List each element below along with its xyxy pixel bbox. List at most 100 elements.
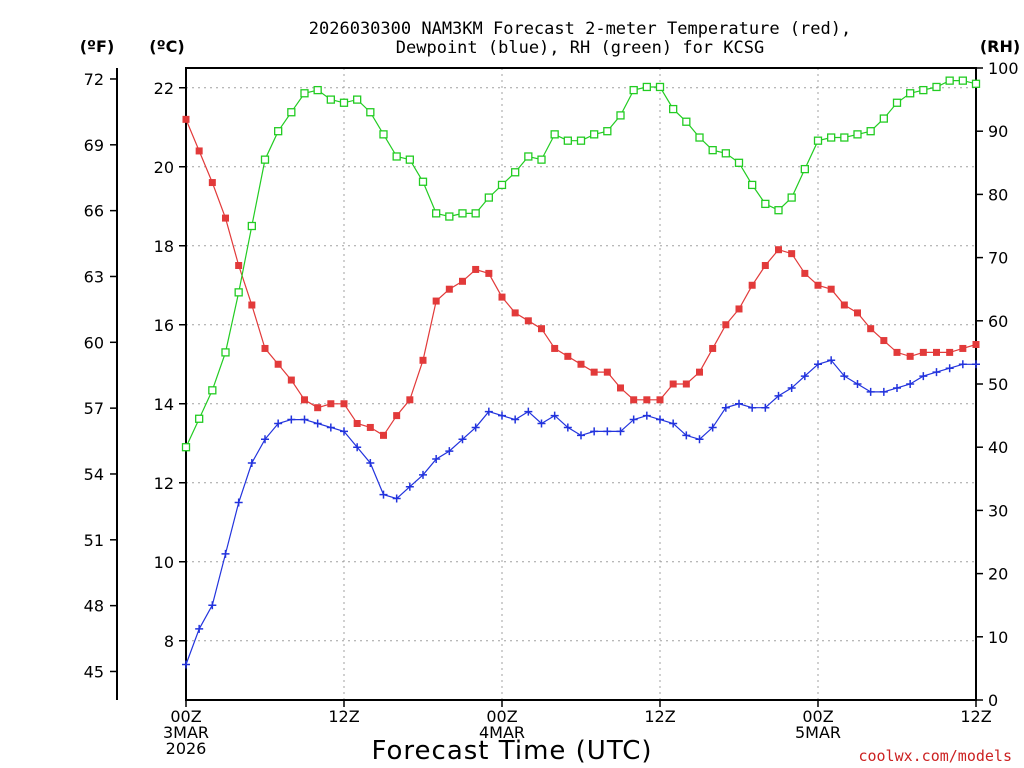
temperature-point — [669, 380, 677, 388]
dewpoint-point — [827, 356, 836, 365]
rh-axis-ticks: 0 10 20 30 40 50 60 70 80 90 100 — [976, 59, 1019, 710]
dewpoint-point — [405, 482, 414, 491]
f-tick-label: 51 — [84, 531, 104, 550]
temperature-point — [643, 396, 651, 404]
rh-point — [958, 76, 967, 85]
temperature-point — [551, 344, 559, 352]
rh-point — [787, 193, 796, 202]
x-tick-label: 2026 — [166, 739, 207, 758]
dewpoint-point — [695, 435, 704, 444]
rh-point — [497, 180, 507, 190]
dewpoint-point — [524, 407, 533, 416]
c-tick-label: 12 — [154, 474, 174, 493]
temperature-point — [630, 396, 638, 404]
rh-point — [313, 85, 322, 95]
rh-point — [629, 85, 638, 95]
rh-point — [274, 127, 283, 136]
rh-point — [353, 95, 362, 104]
rh-point — [774, 206, 783, 215]
temperature-point — [419, 356, 427, 364]
dewpoint-point — [774, 391, 783, 400]
rh-point — [524, 152, 533, 161]
celsius-axis-ticks: 8 10 12 14 16 18 20 22 — [154, 79, 186, 651]
temperature-point — [682, 380, 690, 388]
rh-point — [260, 155, 270, 164]
temperature-point — [222, 214, 229, 222]
temperature-point — [380, 431, 387, 439]
temperature-point — [498, 293, 506, 301]
rh-point — [537, 155, 546, 164]
rh-point — [827, 133, 836, 142]
temperature-point — [906, 352, 914, 360]
fahrenheit-axis-ticks: 45 48 51 54 57 60 63 66 69 72 — [84, 70, 117, 681]
x-tick-label: 00Z — [802, 707, 833, 726]
dewpoint-point — [853, 380, 862, 388]
temperature-point — [445, 285, 453, 293]
temperature-point — [314, 404, 322, 412]
x-tick-label: 12Z — [328, 707, 359, 726]
rh-point — [919, 85, 928, 95]
celsius-unit-label: (ºC) — [149, 37, 184, 56]
rh-point — [655, 82, 665, 92]
dewpoint-point — [840, 372, 849, 381]
x-tick-label: 12Z — [960, 707, 991, 726]
temperature-point — [603, 368, 611, 376]
rh-point — [550, 130, 559, 139]
dewpoint-point — [234, 498, 243, 507]
dewpoint-point — [945, 364, 954, 373]
c-tick-label: 14 — [154, 395, 174, 414]
temperature-point — [814, 281, 822, 289]
rh-point — [418, 177, 428, 186]
temperature-point — [208, 179, 216, 187]
rh-point — [300, 89, 309, 98]
temperature-point — [827, 285, 835, 293]
f-tick-label: 69 — [84, 136, 104, 155]
rh-point — [800, 164, 809, 174]
rh-point — [247, 221, 256, 231]
temperature-point — [248, 301, 256, 309]
temperature-point — [748, 281, 756, 289]
rh-point — [616, 111, 625, 120]
dewpoint-point — [958, 360, 967, 369]
dewpoint-point — [972, 360, 980, 369]
x-tick-label: 5MAR — [795, 723, 841, 742]
temperature-point — [788, 250, 796, 258]
f-tick-label: 66 — [84, 202, 104, 221]
x-tick-label: 00Z — [170, 707, 201, 726]
rh-point — [511, 168, 520, 177]
temperature-point — [195, 147, 203, 155]
rh-point — [695, 133, 704, 142]
rh-point — [366, 108, 375, 117]
dewpoint-point — [326, 423, 335, 432]
temperature-point — [327, 400, 335, 408]
dewpoint-point — [445, 447, 454, 456]
rh-point — [405, 155, 414, 164]
dewpoint-point — [932, 368, 941, 377]
rh-point — [392, 152, 401, 161]
x-axis-label: Forecast Time (UTC) — [371, 736, 652, 766]
axes — [116, 67, 977, 701]
temperature-point — [485, 269, 493, 277]
c-tick-label: 8 — [164, 632, 174, 651]
dewpoint-point — [787, 383, 796, 392]
dewpoint-point — [629, 415, 638, 424]
x-tick-label: 00Z — [486, 707, 517, 726]
rh-point — [287, 108, 296, 117]
dewpoint-point — [313, 419, 322, 428]
rh-unit-label: (RH) — [980, 37, 1020, 56]
temperature-point — [472, 265, 480, 273]
c-tick-label: 22 — [154, 79, 174, 98]
dewpoint-point — [274, 419, 283, 428]
temperature-point — [274, 360, 282, 368]
rh-tick-label: 90 — [988, 122, 1008, 141]
dewpoint-point — [616, 427, 625, 436]
dewpoint-point — [419, 470, 427, 479]
dewpoint-point — [656, 415, 664, 424]
site-credit: coolwx.com/models — [858, 747, 1012, 765]
temperature-point — [656, 396, 664, 404]
temperature-point — [972, 341, 980, 348]
rh-point — [326, 95, 335, 104]
dewpoint-point — [800, 372, 809, 381]
